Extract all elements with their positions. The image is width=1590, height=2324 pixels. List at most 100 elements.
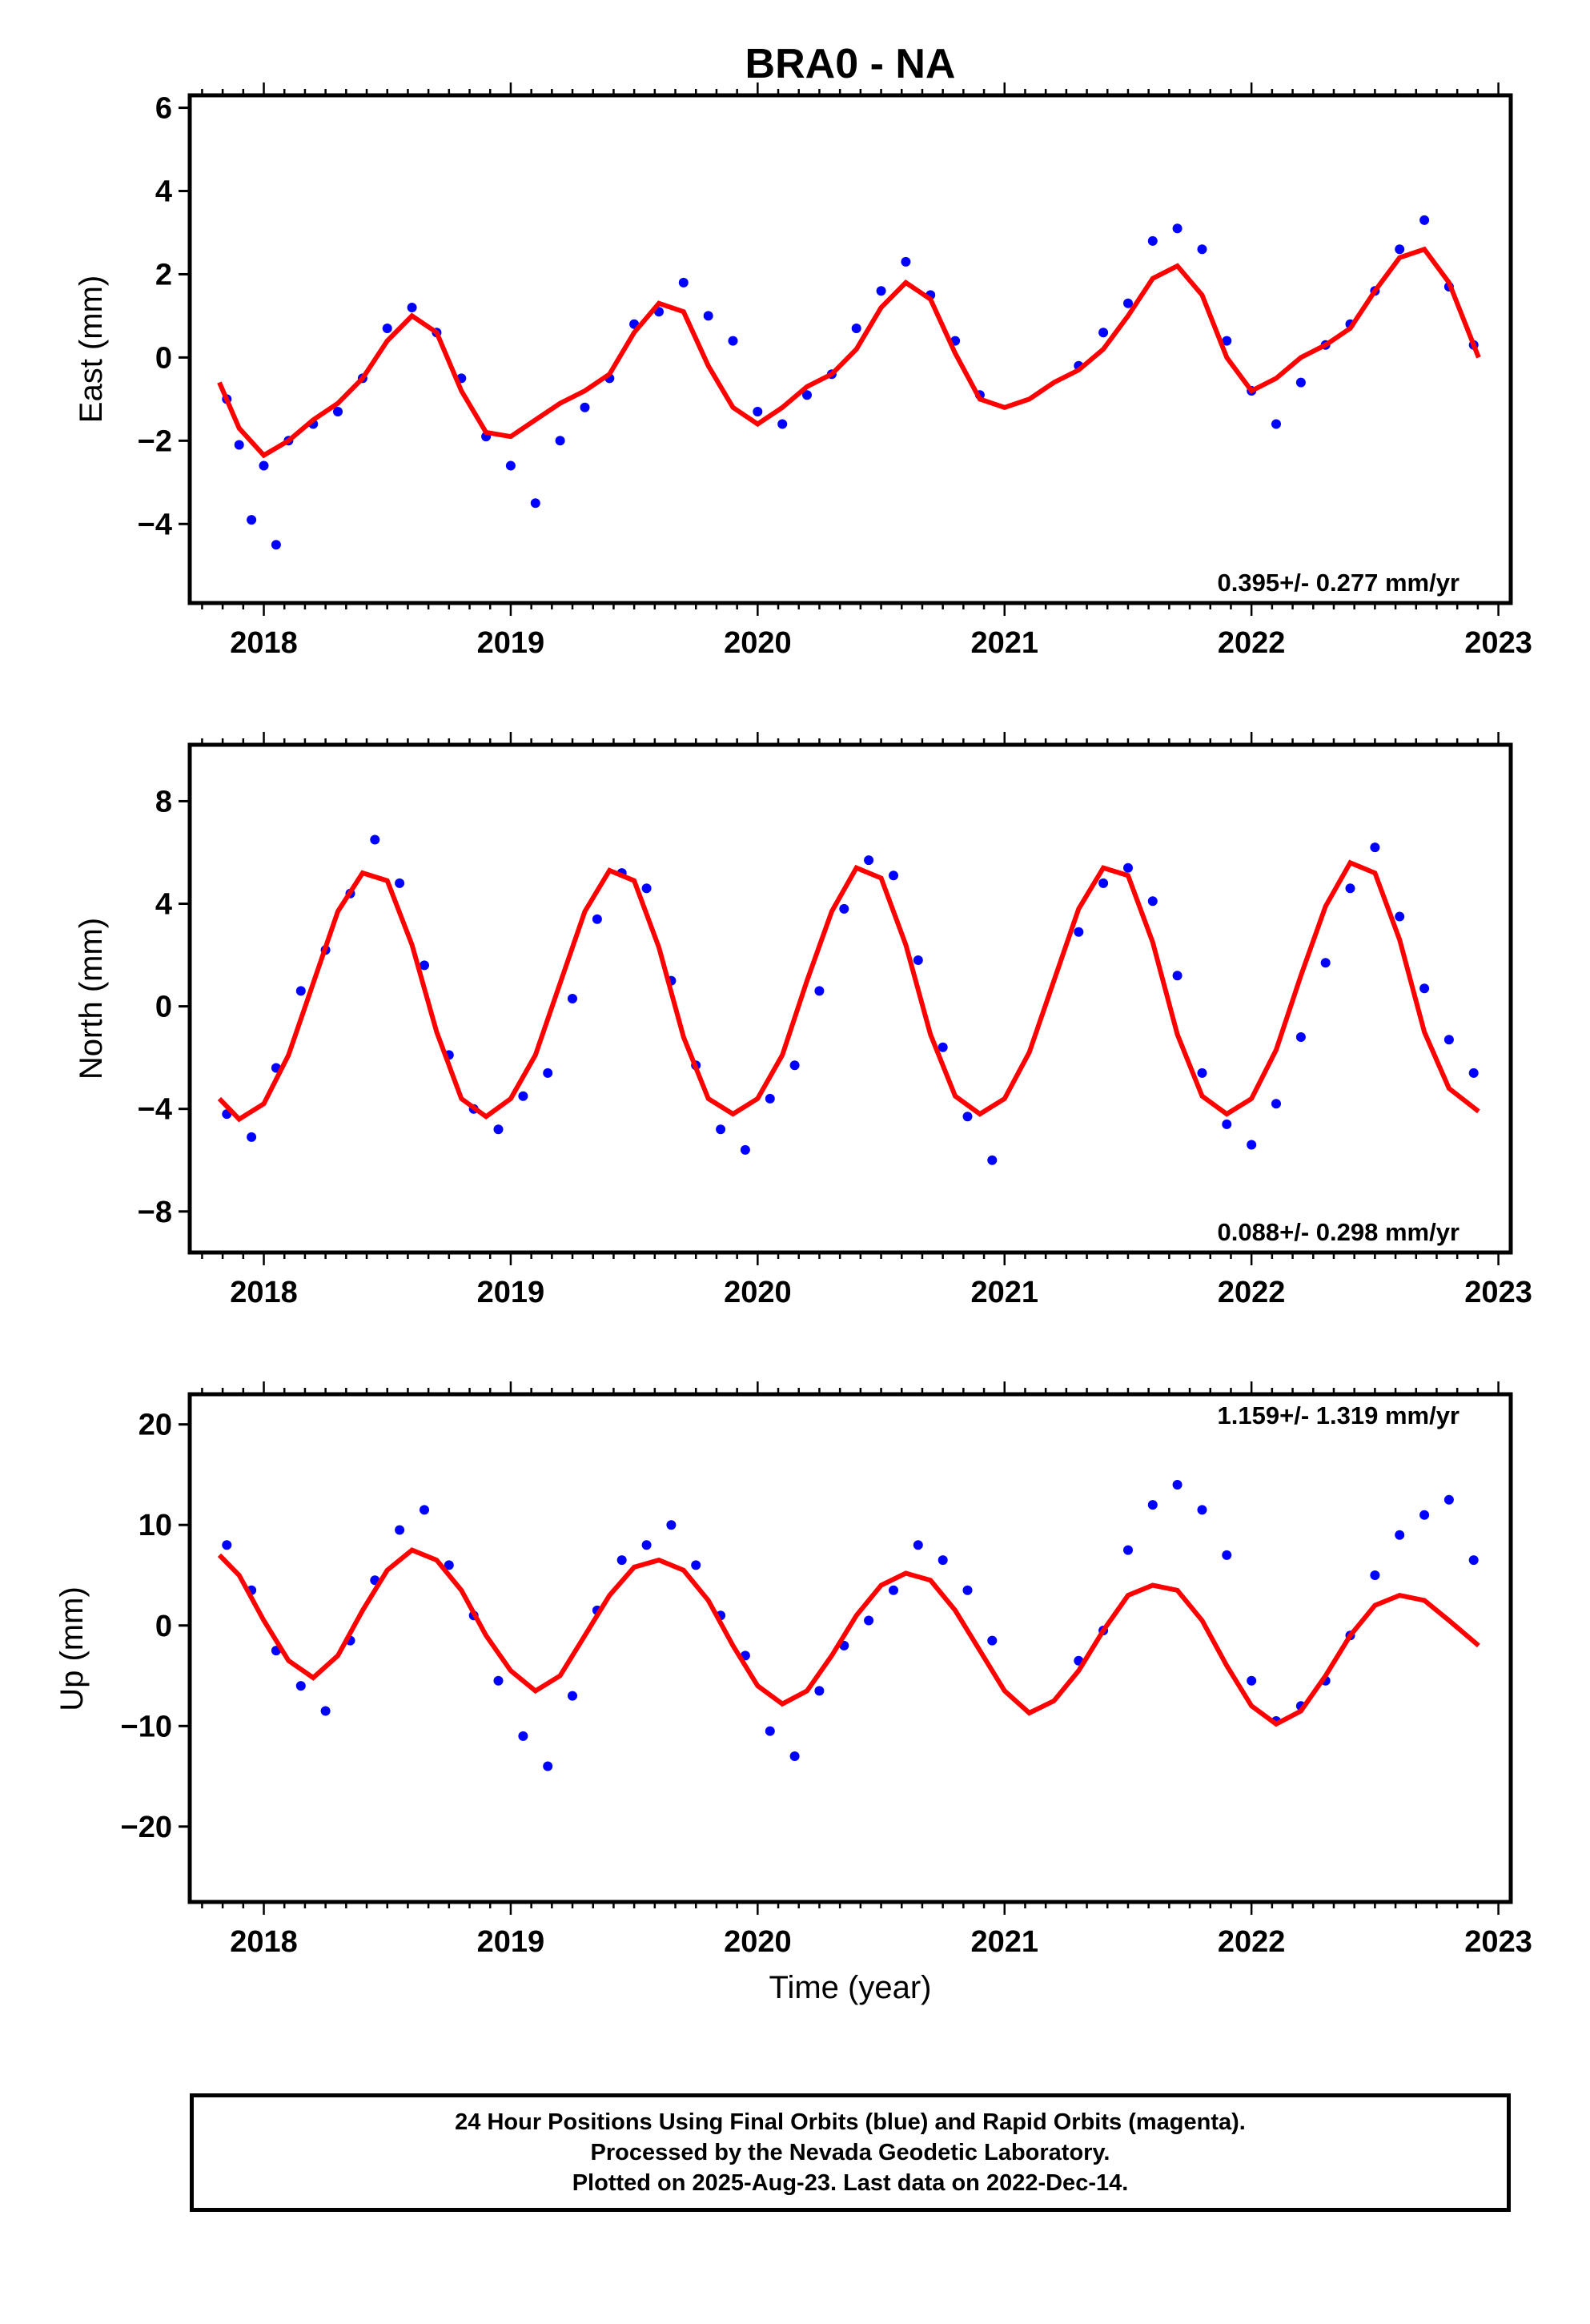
up-data-point: [295, 1681, 306, 1691]
up-x-tick-label: 2022: [1218, 1925, 1286, 1959]
footer-line-1: 24 Hour Positions Using Final Orbits (bl…: [455, 2109, 1246, 2135]
east-y-tick-label: 0: [155, 341, 172, 375]
up-data-point: [691, 1560, 701, 1570]
up-x-tick-label: 2018: [230, 1925, 298, 1959]
up-data-point: [395, 1525, 405, 1535]
north-data-point: [1123, 862, 1133, 873]
north-x-tick-label: 2022: [1218, 1276, 1286, 1309]
east-panel: −4 −2 0 2 4 6 2018 2019 2020 2021 2022 2023 East (…: [74, 82, 1532, 660]
east-data-point: [333, 407, 343, 416]
north-data-point: [987, 1155, 998, 1165]
up-data-point: [543, 1761, 553, 1771]
up-panel: −20 −10 0 10 20 2018 2019 2020 2021 2022 2023 Up …: [54, 1381, 1532, 1959]
up-rate-label: 1.159+/- 1.319 mm/yr: [1218, 1401, 1460, 1429]
north-data-point: [1197, 1068, 1207, 1078]
up-data-point: [864, 1615, 874, 1626]
north-data-point: [395, 878, 405, 888]
east-data-point: [753, 407, 763, 416]
north-panel: −8 −4 0 4 8 2018 2019 2020 2021 2022 2023 North (…: [74, 732, 1532, 1309]
north-data-point: [1222, 1119, 1232, 1129]
east-data-point: [1147, 235, 1158, 246]
east-data-point: [247, 515, 257, 525]
north-y-tick-label: 8: [155, 785, 172, 818]
north-data-point: [740, 1144, 750, 1155]
north-data-point: [913, 955, 923, 965]
east-y-tick-label: −2: [138, 424, 172, 458]
east-x-tick-label: 2018: [230, 626, 298, 660]
north-data-point: [889, 870, 898, 881]
east-data-point: [259, 460, 269, 471]
up-data-point: [616, 1555, 627, 1566]
up-data-point: [641, 1540, 652, 1550]
north-y-tick-label: −4: [138, 1093, 172, 1127]
east-y-ticks: −4 −2 0 2 4 6: [138, 92, 190, 541]
east-data-point: [678, 277, 689, 287]
north-data-point: [1395, 911, 1405, 922]
east-data-point: [901, 256, 911, 267]
x-axis-label: Time (year): [769, 1970, 932, 2005]
east-data-point: [382, 324, 392, 333]
east-data-point: [530, 498, 540, 509]
up-data-point: [962, 1585, 973, 1595]
north-data-point: [789, 1060, 800, 1071]
north-data-point: [716, 1124, 726, 1135]
north-data-point: [1247, 1140, 1257, 1150]
north-fit-line: [217, 859, 1480, 1123]
up-data-point: [222, 1540, 232, 1550]
east-data-point: [728, 336, 738, 346]
up-y-tick-label: 20: [139, 1409, 172, 1442]
east-y-tick-label: 6: [155, 92, 172, 126]
north-points: [222, 834, 1479, 1165]
up-data-point: [666, 1520, 677, 1530]
north-data-point: [814, 986, 825, 996]
east-data-point: [1295, 377, 1306, 388]
north-data-point: [962, 1112, 973, 1122]
north-data-point: [518, 1091, 528, 1101]
east-data-point: [703, 311, 713, 321]
east-points: [222, 215, 1479, 550]
east-rate-label: 0.395+/- 0.277 mm/yr: [1218, 569, 1460, 597]
north-data-point: [543, 1068, 553, 1078]
up-y-tick-label: 0: [155, 1610, 172, 1643]
up-data-point: [568, 1691, 577, 1701]
north-x-ticks: 2018 2019 2020 2021 2022 2023: [201, 732, 1532, 1309]
up-data-point: [987, 1635, 998, 1646]
north-data-point: [493, 1124, 504, 1135]
east-x-tick-label: 2021: [970, 626, 1038, 660]
north-x-tick-label: 2018: [230, 1276, 298, 1309]
north-data-point: [1468, 1068, 1479, 1078]
up-data-point: [1443, 1494, 1454, 1505]
north-data-point: [295, 986, 306, 996]
north-x-tick-label: 2020: [724, 1276, 792, 1309]
up-data-point: [889, 1585, 898, 1595]
east-data-point: [1395, 244, 1405, 255]
north-data-point: [765, 1093, 775, 1104]
up-data-point: [420, 1505, 429, 1515]
east-y-tick-label: −4: [138, 508, 172, 541]
up-data-point: [913, 1540, 923, 1550]
up-data-point: [1247, 1675, 1257, 1686]
east-data-point: [802, 390, 812, 400]
north-data-point: [1443, 1035, 1454, 1045]
east-fit-line: [217, 246, 1481, 459]
north-data-point: [1172, 971, 1182, 981]
north-data-point: [1419, 983, 1430, 994]
north-data-point: [592, 914, 602, 924]
north-data-point: [1345, 883, 1355, 894]
east-data-point: [1172, 223, 1182, 234]
north-data-point: [1074, 927, 1084, 937]
up-x-ticks: 2018 2019 2020 2021 2022 2023: [201, 1381, 1532, 1959]
east-y-tick-label: 2: [155, 258, 172, 292]
up-x-tick-label: 2021: [970, 1925, 1038, 1959]
north-data-point: [641, 883, 652, 894]
east-data-point: [271, 540, 281, 550]
up-data-point: [320, 1706, 331, 1716]
up-x-tick-label: 2020: [724, 1925, 792, 1959]
up-data-point: [1222, 1550, 1232, 1560]
east-data-point: [777, 419, 788, 429]
north-data-point: [568, 994, 577, 1003]
up-data-point: [1172, 1480, 1182, 1490]
north-rate-label: 0.088+/- 0.298 mm/yr: [1218, 1218, 1460, 1246]
up-data-point: [1197, 1505, 1207, 1515]
north-y-tick-label: 0: [155, 991, 172, 1024]
